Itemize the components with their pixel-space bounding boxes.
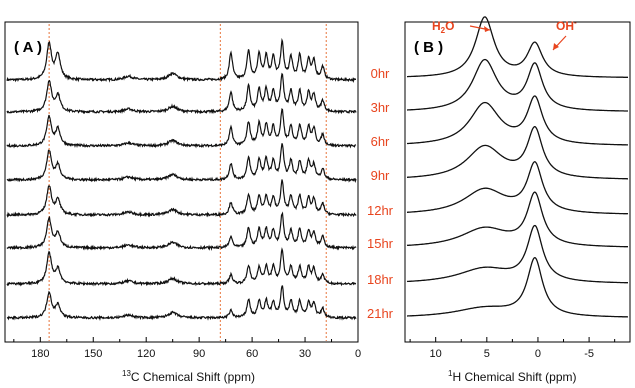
time-labels: 0hr 3hr 6hr 9hr 12hr 15hr 18hr 21hr <box>367 66 394 321</box>
spectrum-b-21hr <box>407 257 628 318</box>
spectrum-a-15hr <box>6 211 357 252</box>
panel-b-annotations: H2O OH- <box>432 18 577 51</box>
spectrum-b-15hr <box>406 191 628 248</box>
oh-label: OH- <box>556 18 577 33</box>
spectrum-a-21hr <box>6 285 357 322</box>
panel-a-x-axis-title: 13C Chemical Shift (ppm) <box>122 369 255 384</box>
panel-b-x-axis-label: H Chemical Shift (ppm) <box>452 370 576 384</box>
x-tick-label-a: 30 <box>299 348 311 360</box>
panel-a-spectra <box>6 37 357 322</box>
panel-a-label: ( A ) <box>14 39 42 56</box>
h2o-arrowhead-icon <box>484 26 490 32</box>
panel-b-x-axis-sup: 1 <box>448 369 453 378</box>
time-label: 12hr <box>367 203 394 218</box>
spectrum-a-12hr <box>6 179 357 219</box>
panel-a-frame <box>4 21 359 343</box>
panel-a: ( A ) 180 150 120 90 60 30 0 13C Chemical Shif… <box>4 21 361 384</box>
time-label: 21hr <box>367 306 394 321</box>
panel-b-x-ticks: 10 5 0 -5 <box>409 337 616 360</box>
panel-b-x-axis-title: 1H Chemical Shift (ppm) <box>448 369 576 384</box>
time-label: 15hr <box>367 236 394 251</box>
panel-b-frame <box>404 21 631 343</box>
x-tick-label-b: 10 <box>430 348 442 360</box>
x-tick-label-a: 120 <box>137 348 155 360</box>
time-label: 3hr <box>371 100 390 115</box>
spectrum-a-9hr <box>6 143 357 184</box>
x-tick-label-a: 60 <box>246 348 258 360</box>
panel-a-x-axis-sup: 13 <box>122 369 131 378</box>
panel-b-label: ( B ) <box>414 39 443 56</box>
spectrum-b-0hr <box>407 16 628 78</box>
spectrum-a-3hr <box>6 72 357 115</box>
spectrum-a-18hr <box>6 247 357 287</box>
x-tick-label-b: 0 <box>535 348 541 360</box>
spectrum-a-0hr <box>6 37 356 84</box>
oh-arrowhead-icon <box>553 43 559 50</box>
x-tick-label-b: -5 <box>584 348 594 360</box>
time-label: 0hr <box>371 66 390 81</box>
x-tick-label-b: 5 <box>484 348 490 360</box>
x-tick-label-a: 90 <box>193 348 205 360</box>
x-tick-label-a: 0 <box>355 348 361 360</box>
x-tick-label-a: 150 <box>84 348 102 360</box>
time-label: 6hr <box>371 134 390 149</box>
spectrum-b-3hr <box>407 58 628 112</box>
h2o-label: H2O <box>432 19 454 35</box>
spectrum-b-9hr <box>407 126 628 180</box>
spectrum-b-12hr <box>407 161 629 215</box>
spectrum-b-6hr <box>407 95 628 146</box>
time-label: 9hr <box>371 168 390 183</box>
spectrum-b-18hr <box>406 224 628 284</box>
spectrum-a-6hr <box>6 107 357 149</box>
time-label: 18hr <box>367 272 394 287</box>
panel-a-x-axis-label: C Chemical Shift (ppm) <box>131 370 255 384</box>
x-tick-label-a: 180 <box>31 348 49 360</box>
panel-a-x-ticks: 180 150 120 90 60 30 0 <box>13 337 361 360</box>
panel-b-spectra <box>406 16 629 318</box>
panel-b: ( B ) 10 5 0 -5 H2O OH- 1H Chemical Shift (p… <box>404 16 631 384</box>
panel-a-reference-lines <box>48 24 327 341</box>
